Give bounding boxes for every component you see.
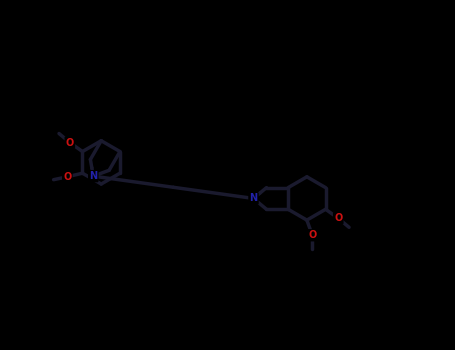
Text: O: O [63,172,71,182]
Text: O: O [66,138,74,148]
Text: N: N [89,171,97,181]
Text: O: O [334,213,342,223]
Text: O: O [308,230,316,240]
Text: N: N [249,194,258,203]
